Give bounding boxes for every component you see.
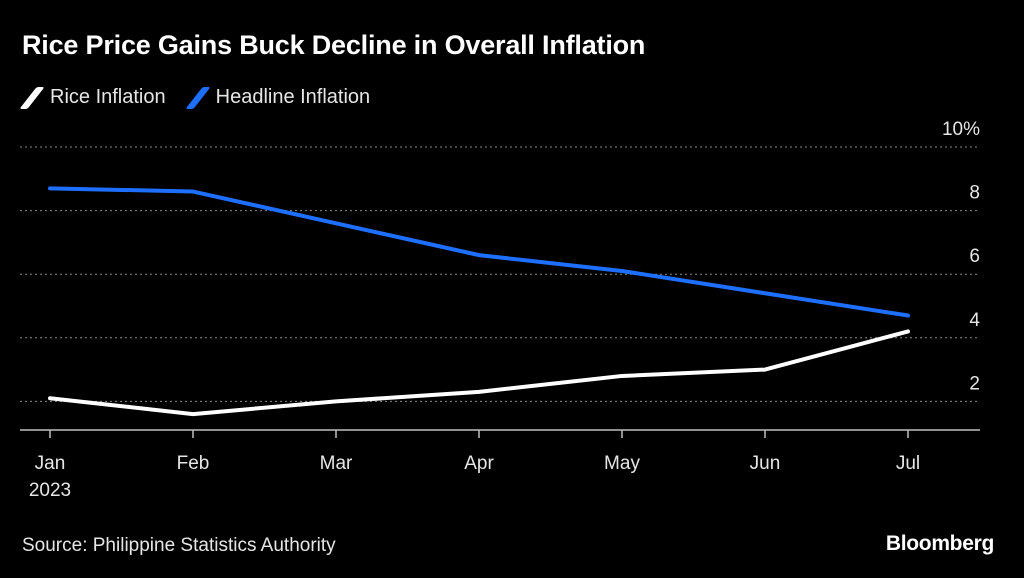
x-tick-label: Feb — [177, 453, 210, 474]
x-tick-label: May — [604, 453, 640, 474]
legend-item-headline: Headline Inflation — [185, 86, 371, 109]
x-tick-label: Jan — [35, 453, 66, 474]
bloomberg-logo: Bloomberg — [885, 532, 994, 555]
x-tick-label: Jul — [896, 453, 920, 474]
y-tick-label: 4 — [969, 310, 980, 331]
series-line-rice-inflation — [48, 329, 910, 417]
legend-label-headline: Headline Inflation — [215, 86, 371, 108]
x-tick-label: Jun — [750, 453, 781, 474]
source-note: Source: Philippine Statistics Authority — [22, 535, 336, 556]
x-year-label: 2023 — [29, 480, 71, 501]
y-tick-label: 8 — [969, 183, 980, 204]
y-tick-label: 10% — [942, 119, 980, 140]
x-tick-label: Mar — [320, 453, 353, 474]
series-line-headline-inflation — [48, 186, 910, 318]
legend: Rice Inflation Headline Inflation — [19, 86, 392, 109]
legend-item-rice: Rice Inflation — [19, 86, 166, 109]
legend-label-rice: Rice Inflation — [50, 86, 166, 108]
chart-title: Rice Price Gains Buck Decline in Overall… — [22, 30, 646, 60]
y-tick-label: 6 — [969, 246, 980, 267]
x-tick-label: Apr — [464, 453, 494, 474]
y-tick-label: 2 — [969, 373, 980, 394]
